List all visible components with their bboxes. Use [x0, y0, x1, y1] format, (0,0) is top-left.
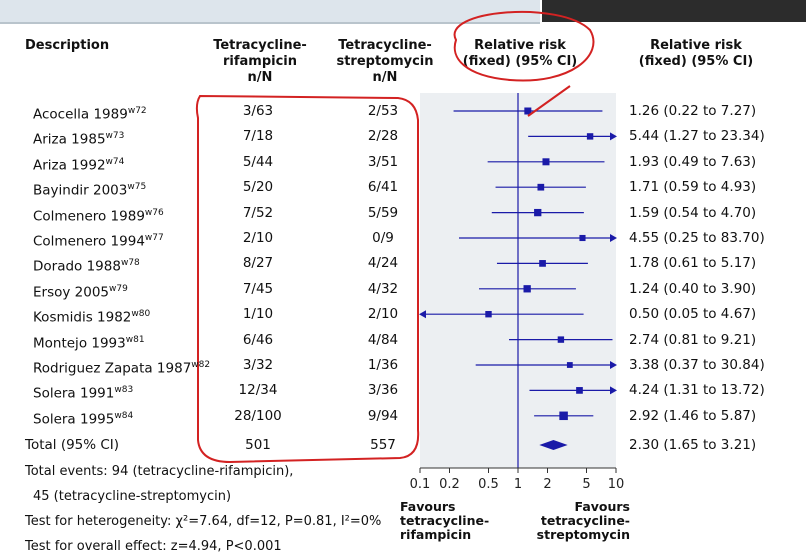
study-name: Montejo 1993w81 — [33, 334, 145, 352]
study-rifampicin-events: 6/46 — [242, 331, 274, 348]
total-label: Total (95% CI) — [25, 437, 120, 453]
study-name: Colmenero 1994w77 — [33, 233, 164, 250]
header-description: Description — [25, 38, 110, 53]
x-tick-label: 10 — [608, 477, 625, 492]
window-dark-panel — [542, 0, 806, 22]
study-relative-risk-ci: 3.38 (0.37 to 30.84) — [629, 357, 765, 373]
study-name: Ariza 1992w74 — [33, 156, 125, 174]
heterogeneity-test: Test for heterogeneity: χ²=7.64, df=12, … — [25, 514, 382, 529]
study-name: Dorado 1988w78 — [33, 258, 140, 275]
study-relative-risk-ci: 1.93 (0.49 to 7.63) — [629, 153, 757, 170]
overall-diamond — [539, 440, 568, 450]
annotation-pointer — [527, 85, 571, 117]
study-rifampicin-events: 5/44 — [242, 153, 274, 170]
study-relative-risk-ci: 4.55 (0.25 to 83.70) — [629, 230, 765, 246]
header-tetracycline-rifampicin: Tetracycline-rifampicin n/N — [213, 38, 307, 85]
study-streptomycin-events: 5/59 — [367, 204, 399, 221]
effect-marker — [559, 411, 568, 421]
effect-marker — [542, 158, 550, 166]
study-relative-risk-ci: 1.71 (0.59 to 4.93) — [629, 179, 757, 196]
total-streptomycin: 557 — [370, 437, 396, 453]
study-relative-risk-ci: 1.26 (0.22 to 7.27) — [629, 103, 757, 119]
study-rifampicin-events: 1/10 — [242, 306, 274, 323]
favours-left-label: Favours tetracycline-rifampicin — [400, 499, 490, 542]
effect-marker — [579, 234, 586, 242]
study-name: Bayindir 2003w75 — [33, 182, 147, 199]
effect-marker — [566, 362, 573, 368]
study-streptomycin-events: 3/51 — [367, 153, 399, 170]
effect-marker — [534, 208, 542, 217]
effect-marker — [576, 387, 583, 394]
x-tick-label: 5 — [582, 477, 590, 492]
study-streptomycin-events: 4/84 — [367, 331, 399, 348]
total-events-line1: Total events: 94 (tetracycline-rifampici… — [25, 464, 294, 479]
study-name: Ersoy 2005w79 — [33, 283, 128, 301]
total-events-line2: 45 (tetracycline-streptomycin) — [33, 489, 232, 504]
x-tick-label: 0.1 — [410, 477, 431, 492]
study-relative-risk-ci: 1.59 (0.54 to 4.70) — [629, 204, 757, 221]
ci-arrow — [610, 234, 617, 242]
study-name: Ariza 1985w73 — [33, 131, 125, 148]
study-rifampicin-events: 5/20 — [242, 179, 274, 196]
ci-arrow — [610, 132, 617, 141]
x-tick-label: 0.5 — [478, 477, 499, 492]
effect-marker — [586, 133, 594, 140]
study-relative-risk-ci: 1.24 (0.40 to 3.90) — [629, 280, 757, 297]
header-tetracycline-streptomycin: Tetracycline-streptomycin n/N — [336, 38, 434, 85]
study-name: Acocella 1989w72 — [33, 106, 147, 123]
ci-arrow — [419, 310, 426, 319]
study-streptomycin-events: 4/32 — [367, 280, 399, 297]
study-name: Solera 1991w83 — [33, 385, 134, 402]
study-relative-risk-ci: 2.74 (0.81 to 9.21) — [629, 331, 757, 348]
study-name: Solera 1995w84 — [33, 410, 134, 428]
favours-right-label: Favours tetracycline-streptomycin — [536, 499, 630, 542]
effect-marker — [485, 311, 492, 318]
x-tick-label: 0.2 — [439, 477, 460, 492]
annotation-box — [195, 94, 420, 464]
study-streptomycin-events: 9/94 — [367, 407, 399, 424]
study-rifampicin-events: 3/63 — [242, 103, 274, 119]
study-rifampicin-events: 8/27 — [242, 255, 274, 272]
study-rifampicin-events: 7/18 — [242, 128, 274, 145]
effect-marker — [524, 107, 532, 115]
study-streptomycin-events: 0/9 — [372, 230, 394, 246]
total-rifampicin: 501 — [245, 437, 271, 453]
total-ci: 2.30 (1.65 to 3.21) — [629, 437, 757, 453]
study-streptomycin-events: 2/53 — [367, 103, 399, 119]
study-rifampicin-events: 28/100 — [234, 407, 282, 424]
study-name: Kosmidis 1982w80 — [33, 309, 151, 326]
effect-marker — [537, 183, 545, 191]
x-tick-label: 2 — [543, 477, 551, 492]
overall-effect-test: Test for overall effect: z=4.94, P<0.001 — [25, 539, 282, 554]
study-rifampicin-events: 12/34 — [238, 382, 278, 399]
ci-arrow — [610, 361, 617, 369]
study-rifampicin-events: 2/10 — [242, 230, 274, 246]
study-relative-risk-ci: 5.44 (1.27 to 23.34) — [629, 128, 765, 145]
study-rifampicin-events: 3/32 — [242, 357, 274, 373]
study-streptomycin-events: 2/10 — [367, 306, 399, 323]
study-relative-risk-ci: 4.24 (1.31 to 13.72) — [629, 382, 765, 399]
study-rifampicin-events: 7/52 — [242, 204, 274, 221]
header-ci-relative-risk: Relative risk (fixed) (95% CI) — [638, 38, 754, 69]
window-title-bar — [0, 0, 540, 24]
study-streptomycin-events: 3/36 — [367, 382, 399, 399]
study-name: Colmenero 1989w76 — [33, 207, 164, 225]
study-relative-risk-ci: 2.92 (1.46 to 5.87) — [629, 407, 757, 424]
study-streptomycin-events: 4/24 — [367, 255, 399, 272]
x-tick-label: 1 — [514, 477, 522, 492]
study-streptomycin-events: 6/41 — [367, 179, 399, 196]
ci-arrow — [610, 386, 617, 395]
effect-marker — [523, 285, 531, 293]
study-relative-risk-ci: 1.78 (0.61 to 5.17) — [629, 255, 757, 272]
study-relative-risk-ci: 0.50 (0.05 to 4.67) — [629, 306, 757, 323]
annotation-circle — [453, 10, 595, 82]
study-streptomycin-events: 2/28 — [367, 128, 399, 145]
header-plot-relative-risk: Relative risk (fixed) (95% CI) — [462, 38, 578, 69]
effect-marker — [557, 336, 565, 343]
effect-marker — [539, 260, 546, 267]
study-rifampicin-events: 7/45 — [242, 280, 274, 297]
study-streptomycin-events: 1/36 — [367, 357, 399, 373]
study-name: Rodriguez Zapata 1987w82 — [33, 360, 211, 377]
